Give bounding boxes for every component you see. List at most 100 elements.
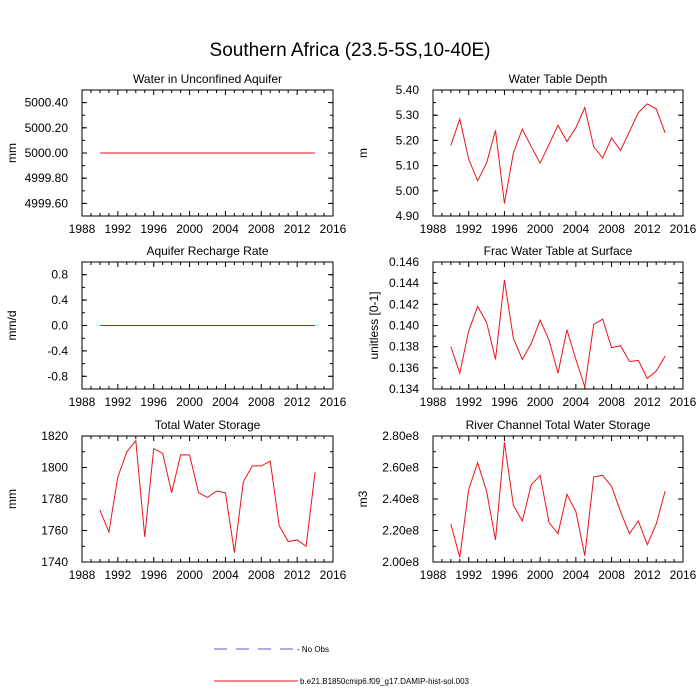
legend-label-model: b.e21.B1850cmip6.f09_g17.DAMIP-hist-sol.…	[300, 677, 470, 686]
x-tick-label: 2000	[176, 395, 203, 409]
x-tick-label: 1996	[491, 222, 518, 236]
series-line	[99, 439, 316, 553]
y-tick-label: 1760	[41, 524, 68, 538]
x-tick-label: 2008	[598, 395, 625, 409]
legend-label-no-obs: - No Obs	[297, 645, 329, 654]
y-tick-label: 2.20e8	[382, 524, 419, 538]
panel-title: Frac Water Table at Surface	[484, 244, 633, 258]
y-tick-label: 0.144	[389, 276, 419, 290]
x-tick-label: 2000	[527, 568, 554, 582]
x-tick-label: 1988	[69, 395, 96, 409]
panel-title: Total Water Storage	[155, 418, 261, 432]
y-tick-label: 4.90	[396, 209, 420, 223]
y-axis-label: mm	[5, 143, 19, 163]
panel-title: Water Table Depth	[509, 72, 608, 86]
x-tick-label: 2004	[212, 568, 239, 582]
x-tick-label: 2012	[634, 395, 661, 409]
x-tick-label: 2008	[248, 568, 275, 582]
x-tick-label: 1988	[69, 568, 96, 582]
x-tick-label: 1996	[491, 395, 518, 409]
x-tick-label: 2016	[320, 568, 347, 582]
x-tick-label: 1988	[69, 222, 96, 236]
y-tick-label: 2.80e8	[382, 429, 419, 443]
panel-3: Aquifer Recharge Rate mm/d 1988 1992 1996 200…	[5, 244, 347, 409]
y-tick-label: 5000.20	[25, 121, 69, 135]
series-line	[450, 103, 666, 204]
y-tick-label: 0.4	[51, 293, 68, 307]
x-tick-label: 2004	[563, 222, 590, 236]
y-axis-label: mm	[5, 489, 19, 509]
x-tick-label: 1992	[105, 568, 132, 582]
x-tick-label: 2004	[212, 395, 239, 409]
x-tick-label: 1992	[105, 395, 132, 409]
panel-title: Water in Unconfined Aquifer	[133, 72, 282, 86]
y-tick-label: 1740	[41, 555, 68, 569]
panel-title: Aquifer Recharge Rate	[146, 244, 268, 258]
panel-1: Water in Unconfined Aquifer mm 1988 1992 199…	[5, 72, 347, 236]
x-tick-label: 1988	[420, 568, 447, 582]
x-tick-label: 1996	[140, 222, 167, 236]
x-tick-label: 2000	[527, 395, 554, 409]
y-tick-label: 2.40e8	[382, 492, 419, 506]
x-tick-label: 2012	[284, 395, 311, 409]
series-line	[450, 442, 666, 558]
y-tick-label: -0.8	[47, 369, 68, 383]
x-tick-label: 1992	[455, 395, 482, 409]
panel-2: Water Table Depth m 1988 1992 1996 2000 2004 20…	[356, 72, 697, 236]
x-tick-label: 2008	[248, 222, 275, 236]
legend: - No Obs b.e21.B1850cmip6.f09_g17.DAMIP-…	[214, 645, 470, 686]
y-tick-label: 2.00e8	[382, 555, 419, 569]
series-line	[450, 279, 666, 388]
y-tick-label: 0.140	[389, 319, 419, 333]
x-tick-label: 2004	[212, 222, 239, 236]
x-tick-label: 2008	[598, 568, 625, 582]
panel-title: River Channel Total Water Storage	[466, 418, 651, 432]
plot-frame	[432, 435, 684, 563]
y-axis-label: unitless [0-1]	[367, 291, 381, 359]
y-tick-label: 1800	[41, 461, 68, 475]
y-tick-label: 4999.60	[25, 196, 69, 210]
x-tick-label: 1988	[420, 395, 447, 409]
main-title: Southern Africa (23.5-5S,10-40E)	[210, 40, 491, 61]
plot-frame	[81, 435, 334, 563]
x-tick-label: 2008	[598, 222, 625, 236]
x-tick-label: 2016	[320, 222, 347, 236]
y-tick-label: 0.142	[389, 297, 419, 311]
x-tick-label: 2004	[563, 395, 590, 409]
y-tick-label: 4999.80	[25, 171, 69, 185]
y-tick-label: 0.146	[389, 255, 419, 269]
x-tick-label: 1988	[420, 222, 447, 236]
x-tick-label: 1996	[140, 568, 167, 582]
y-tick-label: 5.20	[396, 133, 420, 147]
plot-frame	[432, 89, 684, 217]
y-tick-label: 5000.40	[25, 96, 69, 110]
y-tick-label: 5000.00	[25, 146, 69, 160]
y-tick-label: 0.138	[389, 340, 419, 354]
x-tick-label: 2000	[176, 568, 203, 582]
y-tick-label: 1780	[41, 492, 68, 506]
y-tick-label: 5.10	[396, 159, 420, 173]
x-tick-label: 1992	[455, 568, 482, 582]
panel-4: Frac Water Table at Surface unitless [0-1…	[367, 244, 697, 409]
panel-6: River Channel Total Water Storage m3 1988 1…	[356, 418, 697, 582]
y-tick-label: -0.4	[47, 344, 68, 358]
y-tick-label: 5.00	[396, 184, 420, 198]
x-tick-label: 1996	[491, 568, 518, 582]
y-tick-label: 5.30	[396, 108, 420, 122]
y-axis-label: m	[356, 148, 370, 158]
x-tick-label: 2004	[563, 568, 590, 582]
x-tick-label: 2000	[176, 222, 203, 236]
y-tick-label: 5.40	[396, 83, 420, 97]
y-tick-label: 1820	[41, 429, 68, 443]
x-tick-label: 2012	[284, 222, 311, 236]
y-tick-label: 0.134	[389, 382, 419, 396]
x-tick-label: 2016	[670, 222, 697, 236]
y-tick-label: 0.136	[389, 361, 419, 375]
x-tick-label: 2012	[634, 222, 661, 236]
x-tick-label: 2000	[527, 222, 554, 236]
x-tick-label: 1992	[455, 222, 482, 236]
y-tick-label: 0.0	[51, 319, 68, 333]
x-tick-label: 2016	[320, 395, 347, 409]
